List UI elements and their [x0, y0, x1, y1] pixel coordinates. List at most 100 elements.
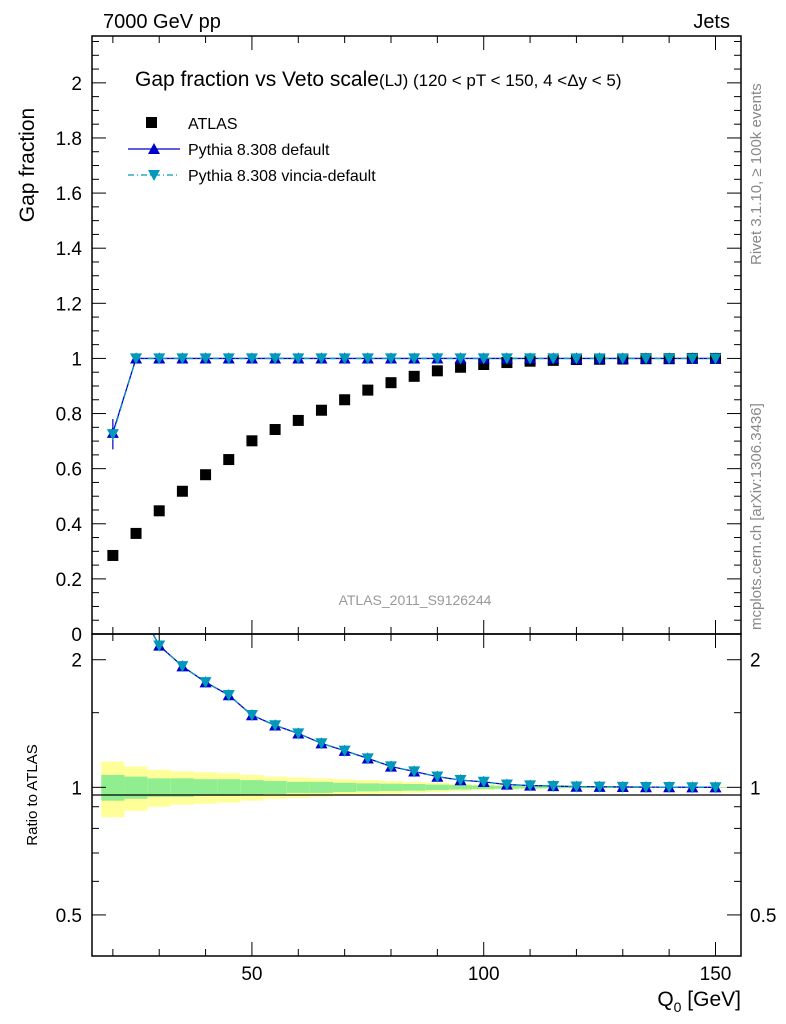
main-y-tick-label: 1 — [71, 349, 82, 370]
pythia-vincia-point — [199, 353, 212, 365]
ratio-vincia-point — [292, 728, 305, 740]
ratio-vincia-point — [385, 761, 398, 773]
x-axis-label: Q0 [GeV] — [657, 988, 741, 1015]
ratio-axes: 0.5 0.5 1 1 2 2 — [56, 651, 777, 927]
ratio-vincia-point — [431, 771, 444, 783]
ratio-vincia-point — [709, 782, 722, 794]
band-inner — [217, 779, 241, 796]
main-y-tick-label: 1.2 — [56, 294, 82, 315]
atlas-point — [455, 361, 467, 373]
ratio-vincia-point — [663, 782, 676, 794]
pythia-vincia-point — [547, 353, 560, 365]
legend-atlas-label: ATLAS — [188, 116, 238, 133]
band-inner — [101, 774, 125, 801]
atlas-point — [107, 549, 119, 561]
pythia-vincia-point — [315, 353, 328, 365]
legend: ATLAS Pythia 8.308 default Pythia 8.308 … — [128, 116, 376, 185]
main-y-tick-label: 0.8 — [56, 405, 82, 426]
ratio-vincia-point — [686, 782, 699, 794]
main-y-tick-label: 1.8 — [56, 129, 82, 150]
pythia-vincia-point — [477, 353, 490, 365]
atlas-point — [315, 404, 327, 416]
legend-default-marker — [148, 143, 160, 154]
ratio-vincia-point — [547, 780, 560, 793]
chart-title-suffix: (LJ) (120 < pT < 150, 4 <Δy < 5) — [379, 71, 622, 90]
ratio-y-tick-label: 2 — [71, 651, 82, 672]
atlas-point — [478, 358, 490, 370]
ratio-vincia-point — [269, 720, 282, 732]
atlas-point — [153, 505, 165, 517]
ratio-vincia-point — [639, 782, 652, 794]
ratio-vincia-point — [153, 640, 166, 652]
atlas-point — [431, 365, 443, 377]
ratio-vincia-point — [408, 766, 421, 778]
ratio-vincia-point — [500, 779, 513, 791]
atlas-point — [176, 485, 188, 497]
pythia-vincia-point — [245, 353, 258, 365]
band-inner — [124, 776, 148, 799]
ratio-vincia-point — [107, 611, 119, 622]
mcplots-label: mcplots.cern.ch [arXiv:1306.3436] — [748, 403, 765, 630]
ratio-default-point — [130, 596, 142, 607]
band-inner — [286, 781, 310, 793]
pythia-vincia-point — [106, 429, 119, 441]
main-y-tick-label: 1.6 — [56, 184, 82, 205]
x-tick-label: 150 — [700, 964, 732, 985]
ratio-y-tick-label: 0.5 — [56, 906, 82, 927]
ratio-vincia-point — [477, 776, 490, 788]
band-inner — [263, 780, 287, 794]
ratio-vincia-point — [361, 753, 374, 765]
chart-title-main: Gap fraction vs Veto scale — [135, 68, 379, 91]
analysis-id: ATLAS_2011_S9126244 — [339, 592, 492, 608]
band-inner — [193, 779, 218, 796]
band-inner — [147, 778, 171, 797]
main-y-tick-label: 0 — [71, 625, 82, 646]
legend-atlas-marker — [146, 117, 157, 128]
main-y-tick-label: 0.2 — [56, 570, 82, 591]
main-y-tick-label: 2 — [71, 74, 82, 95]
ratio-vincia-point — [245, 710, 258, 722]
ratio-y-tick-label: 1 — [71, 778, 82, 799]
pythia-vincia-point — [292, 353, 305, 365]
band-inner — [448, 785, 473, 790]
x-label-main: Q — [657, 988, 673, 1011]
ratio-vincia-point — [616, 781, 629, 793]
pythia-vincia-point — [361, 353, 374, 365]
energy-label: 7000 GeV pp — [103, 11, 221, 33]
pythia-vincia-point — [593, 353, 606, 365]
atlas-point — [246, 435, 258, 447]
band-inner — [309, 781, 334, 793]
ratio-y-label: Ratio to ATLAS — [24, 744, 41, 845]
ratio-default-line — [152, 634, 716, 788]
chart-title: Gap fraction vs Veto scale(LJ) (120 < pT… — [135, 68, 622, 91]
band-inner — [240, 780, 264, 795]
legend-vincia-label: Pythia 8.308 vincia-default — [188, 168, 376, 185]
main-y-tick-label: 0.4 — [56, 515, 83, 536]
ratio-vincia-line — [152, 634, 716, 788]
atlas-point — [200, 469, 212, 481]
pythia-vincia-point — [338, 353, 351, 365]
pythia-vincia-point — [616, 353, 629, 365]
band-inner — [379, 783, 403, 792]
pythia-vincia-point — [269, 353, 282, 365]
x-axis: 50 100 150 — [112, 36, 732, 985]
main-y-tick-label: 1.4 — [56, 239, 83, 260]
pythia-vincia-point — [408, 353, 421, 365]
band-inner — [402, 784, 426, 791]
pythia-vincia-point — [686, 353, 699, 365]
pythia-vincia-point — [153, 353, 166, 365]
legend-default-label: Pythia 8.308 default — [188, 142, 330, 159]
band-inner — [170, 778, 194, 797]
band-inner — [333, 782, 357, 792]
ratio-vincia-point — [130, 597, 142, 608]
pythia-default-line — [112, 357, 716, 434]
pythia-vincia-point — [639, 353, 652, 365]
x-label-sub: 0 — [674, 999, 682, 1015]
atlas-point — [130, 527, 142, 539]
ratio-vincia-point — [570, 781, 583, 793]
ratio-vincia-point — [338, 745, 351, 757]
pythia-vincia-point — [524, 353, 537, 365]
x-label-unit: [GeV] — [681, 988, 741, 1011]
pythia-vincia-line — [112, 357, 716, 435]
